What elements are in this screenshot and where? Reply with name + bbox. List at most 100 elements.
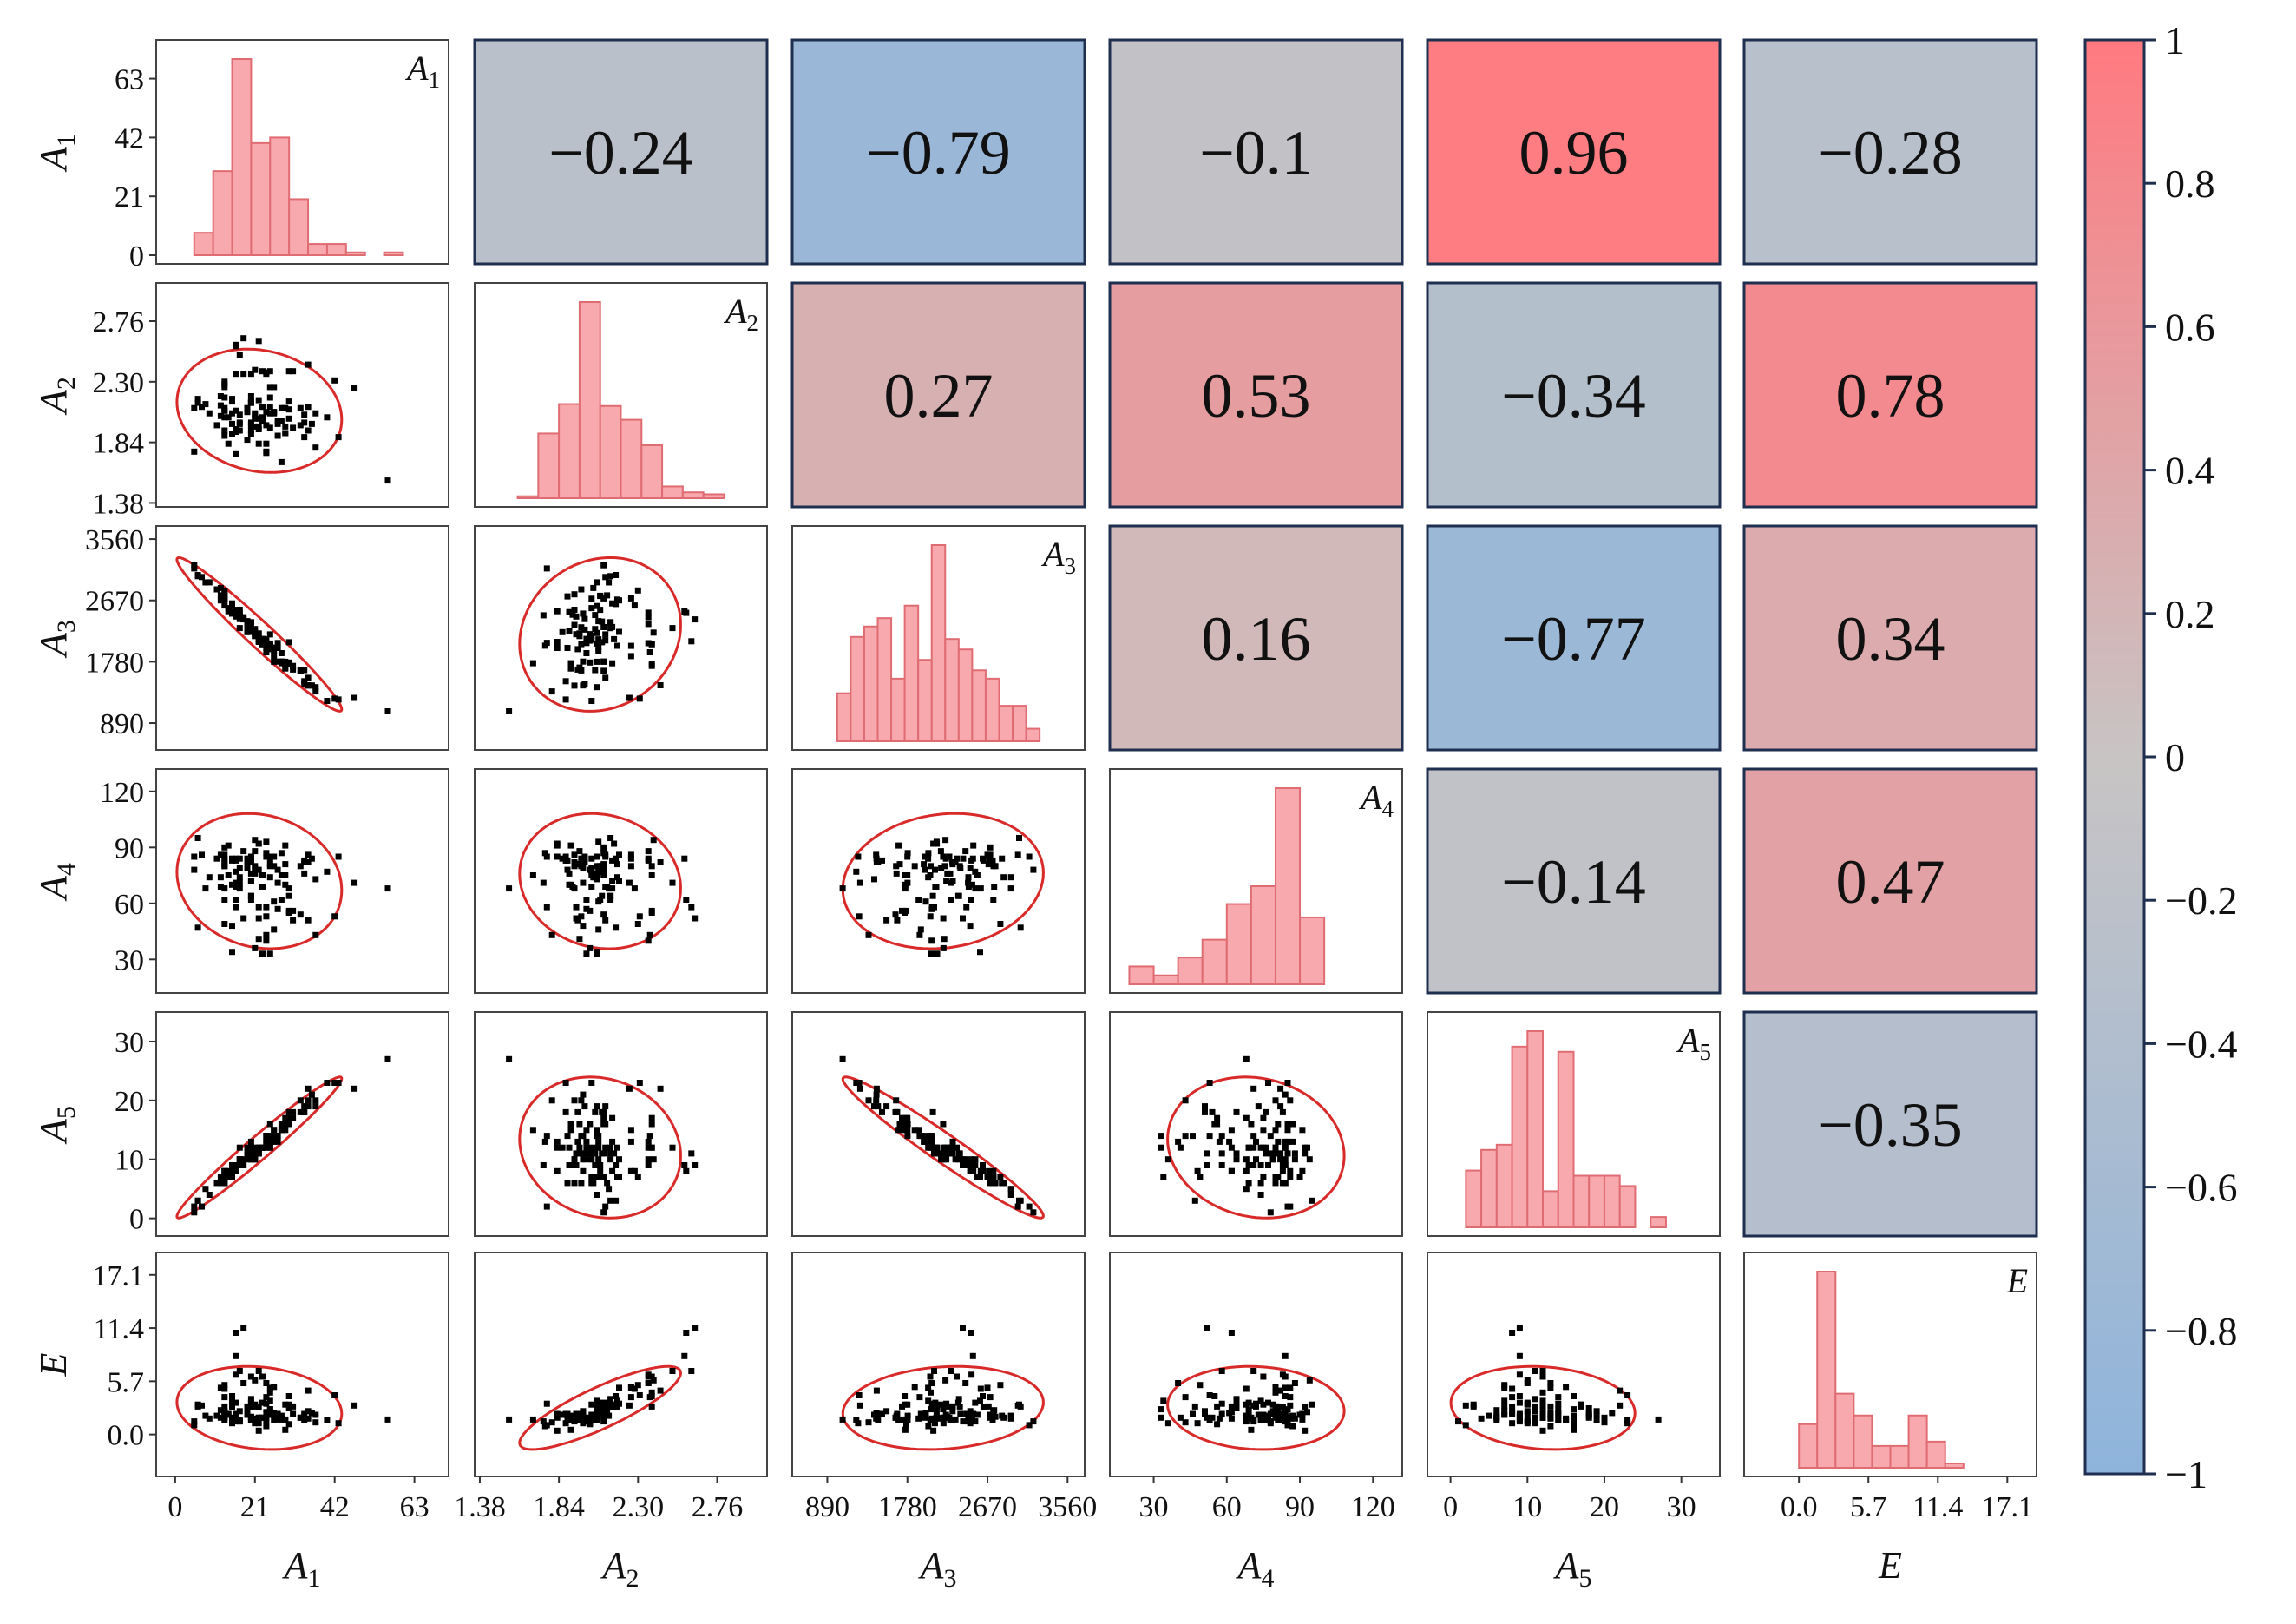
scatter-point: [669, 1144, 676, 1151]
scatter-point: [206, 410, 213, 417]
scatter-point: [683, 897, 690, 903]
scatter-point: [229, 1404, 235, 1410]
corr-cell: [473, 38, 769, 266]
scatter-point: [980, 1393, 986, 1399]
scatter-point: [1501, 1408, 1508, 1415]
confidence-ellipse: [1166, 1075, 1346, 1220]
scatter-point: [351, 1085, 358, 1092]
histogram-bar: [1177, 957, 1204, 985]
scatter-point: [236, 1408, 243, 1415]
scatter-point: [602, 1399, 609, 1406]
scatter-point: [580, 682, 587, 689]
corr-value: 0.53: [1202, 361, 1311, 431]
scatter-point: [942, 1377, 949, 1384]
scatter-point: [194, 1197, 201, 1204]
scatter-point: [1516, 1418, 1523, 1425]
colorbar-tick-label: 0.6: [2165, 305, 2215, 349]
correlation-colorbar: 10.80.60.40.20−0.2−0.4−0.6−0.8−1: [2083, 18, 2237, 1496]
scatter-point: [954, 855, 960, 862]
histogram-bar: [1526, 1030, 1545, 1228]
corr-value: −0.34: [1501, 361, 1646, 431]
scatter-point: [929, 892, 936, 899]
scatter-point: [554, 608, 561, 615]
scatter-point: [839, 885, 846, 892]
scatter-point: [278, 1121, 285, 1128]
scatter-point: [962, 1380, 969, 1386]
scatter-point: [904, 1401, 911, 1408]
scatter-point: [229, 600, 235, 607]
scatter-point: [240, 1156, 247, 1163]
scatter-point: [301, 1410, 308, 1417]
scatter-point: [999, 855, 1006, 862]
colorbar-tick-label: 0: [2165, 735, 2185, 779]
corr-value: 0.16: [1202, 604, 1311, 674]
scatter-point: [191, 866, 198, 873]
scatter-point: [263, 440, 270, 447]
y-tick-label: 120: [100, 777, 144, 809]
scatter-point: [244, 437, 251, 444]
scatter-point: [274, 658, 281, 665]
scatter-point: [263, 422, 270, 429]
confidence-ellipse: [841, 1364, 1045, 1451]
confidence-ellipse: [841, 1075, 1045, 1220]
corr-cell: [1426, 767, 1722, 995]
scatter-point: [259, 641, 266, 648]
scatter-point: [968, 1330, 974, 1336]
scatter-point: [600, 1108, 607, 1115]
scatter-point: [613, 572, 620, 578]
scatter-point: [917, 926, 924, 933]
scatter-point: [879, 1108, 885, 1115]
scatter-point: [229, 923, 235, 930]
scatter-point: [255, 1414, 262, 1421]
scatter-point: [1030, 1209, 1037, 1216]
scatter-point: [564, 866, 571, 873]
scatter-point: [290, 1114, 297, 1121]
scatter-point: [600, 1121, 607, 1128]
scatter-point: [217, 412, 224, 419]
scatter-point: [305, 1085, 312, 1092]
x-tick-label: 890: [805, 1491, 850, 1523]
scatter-point: [1462, 1422, 1469, 1429]
histogram-bar: [1853, 1414, 1873, 1469]
scatter-point: [627, 1167, 634, 1174]
scatter-point: [252, 848, 259, 855]
histogram-bar: [383, 251, 404, 256]
scatter-point: [925, 1144, 932, 1151]
histogram-label-base: A: [1358, 778, 1382, 817]
histogram-bar: [903, 604, 920, 742]
scatter-point: [928, 863, 934, 870]
scatter-point: [1228, 1415, 1235, 1422]
scatter-point: [588, 855, 595, 862]
scatter-point: [312, 1103, 319, 1110]
scatter-point: [236, 1162, 243, 1168]
scatter-point: [263, 1380, 270, 1386]
scatter-point: [285, 1108, 292, 1115]
scatter-point: [602, 1144, 609, 1151]
confidence-ellipse: [175, 812, 344, 950]
scatter-point: [965, 1162, 972, 1168]
scatter-point: [1243, 1416, 1250, 1423]
scatter-point: [954, 1144, 960, 1151]
scatter-point: [221, 414, 228, 421]
scatter-point: [873, 1091, 880, 1098]
scatter-point: [297, 404, 304, 411]
scatter-point: [985, 861, 992, 868]
scatter-point: [1486, 1412, 1492, 1419]
scatter-point: [202, 579, 209, 586]
scatter-point: [1493, 1407, 1500, 1414]
y-tick-label: 1.84: [93, 428, 145, 460]
scatter-point: [554, 1144, 561, 1151]
scatter-point: [252, 626, 259, 633]
scatter-point: [1275, 1411, 1282, 1418]
scatter-point: [263, 409, 270, 416]
scatter-point: [1470, 1401, 1477, 1408]
scatter-point: [571, 1180, 578, 1187]
scatter-point: [595, 648, 602, 654]
histogram-bar: [516, 495, 540, 499]
scatter-point: [614, 642, 620, 649]
scatter-point: [221, 897, 228, 903]
scatter-point: [259, 1144, 266, 1151]
scatter-point: [580, 610, 587, 617]
scatter-point: [879, 857, 885, 864]
